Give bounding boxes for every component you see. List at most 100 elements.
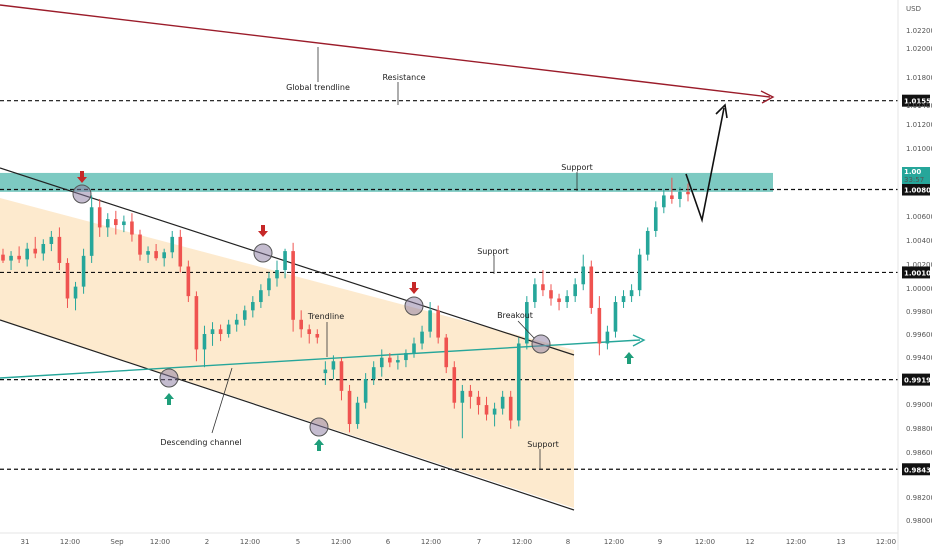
candle-body — [73, 286, 78, 299]
level-label: 1.00800 — [904, 187, 932, 195]
candle-body — [581, 266, 586, 285]
annotation-label: Descending channel — [160, 438, 241, 447]
candle-body — [452, 367, 457, 403]
candle-body — [218, 329, 223, 335]
candle-body — [420, 331, 424, 344]
candle-body — [516, 343, 521, 421]
candle-body — [678, 191, 682, 199]
level-label-box — [902, 463, 930, 476]
candle-body — [355, 402, 360, 425]
candle-body — [468, 390, 473, 397]
annotation-pointer — [211, 367, 233, 434]
candle-body — [573, 284, 577, 297]
y-tick-label: 1.02000 — [906, 45, 932, 53]
candle-body — [130, 221, 134, 235]
candle-body — [541, 284, 545, 291]
channel-lower-line — [0, 319, 575, 511]
y-tick-label: 1.00400 — [906, 237, 932, 245]
candle-body — [533, 284, 537, 303]
candle-body — [484, 405, 489, 415]
annotation-label: Support — [527, 440, 559, 449]
projection-arrow-icon — [715, 103, 728, 119]
candle-body — [404, 352, 408, 361]
x-tick-label: 8 — [566, 538, 570, 546]
currency-label: USD — [906, 5, 921, 13]
projection-path — [685, 107, 725, 224]
x-tick-label: 5 — [296, 538, 300, 546]
y-tick-label: 1.01800 — [906, 74, 932, 82]
candle-body — [146, 251, 150, 255]
candle-body — [251, 302, 255, 311]
y-tick-label: 1.01000 — [906, 145, 932, 153]
down-arrow-icon — [258, 225, 268, 237]
x-tick-label: 31 — [21, 538, 30, 546]
candle-body — [500, 396, 505, 409]
candle-body — [371, 367, 376, 380]
level-label-box — [902, 183, 930, 196]
touch-point-circle — [253, 243, 273, 263]
candle-body — [17, 255, 21, 260]
annotation-pointer — [517, 320, 535, 339]
candle-body — [283, 251, 287, 271]
annotation-label: Trendline — [307, 312, 344, 321]
candle-body — [396, 360, 400, 363]
annotation-label: Global trendline — [286, 83, 350, 92]
annotation-label: Support — [561, 163, 593, 172]
level-label: 1.01550 — [904, 98, 932, 106]
candle-body — [436, 310, 440, 338]
touch-point-circle — [309, 417, 329, 437]
candle-body — [379, 357, 384, 368]
candle-body — [33, 248, 38, 254]
candle-body — [589, 266, 594, 308]
candle-body — [549, 290, 553, 299]
current-price-countdown: 33:57 — [904, 176, 924, 184]
candle-body — [629, 290, 634, 297]
touch-point-circle — [531, 334, 551, 354]
candle-body — [605, 331, 610, 344]
candle-body — [653, 207, 658, 231]
candle-body — [331, 361, 336, 370]
candle-body — [267, 278, 271, 291]
candle-body — [637, 254, 642, 291]
y-tick-label: 1.00600 — [906, 213, 932, 221]
candle-body — [81, 255, 86, 287]
candle-body — [1, 254, 5, 261]
candle-body — [89, 207, 94, 256]
y-tick-label: 1.00200 — [906, 261, 932, 269]
level-label-box — [902, 266, 930, 279]
x-tick-label: 9 — [658, 538, 662, 546]
candle-body — [122, 221, 126, 226]
current-price-box — [902, 167, 930, 184]
candle-body — [170, 236, 175, 253]
trendline-arrow-icon — [632, 334, 646, 347]
candle-body — [291, 251, 295, 320]
candle-body — [645, 230, 650, 255]
candle-body — [105, 219, 110, 228]
candle-body — [307, 329, 312, 335]
candle-body — [476, 396, 481, 406]
y-tick-label: 1.01400 — [906, 102, 932, 110]
candle-body — [323, 369, 328, 374]
x-tick-label: 12:00 — [604, 538, 624, 546]
channel-upper-line — [0, 167, 575, 356]
x-tick-label: 12:00 — [876, 538, 896, 546]
x-tick-label: 7 — [477, 538, 481, 546]
x-tick-label: Sep — [110, 538, 124, 546]
candle-body — [226, 324, 231, 335]
up-arrow-icon — [624, 352, 634, 364]
annotation-label: Support — [477, 247, 509, 256]
candle-body — [388, 357, 392, 363]
y-tick-label: 1.01200 — [906, 121, 932, 129]
x-tick-label: 13 — [837, 538, 846, 546]
candle-body — [186, 266, 191, 297]
candle-body — [428, 310, 432, 332]
y-tick-label: 1.02200 — [906, 27, 932, 35]
x-tick-label: 12:00 — [60, 538, 80, 546]
x-tick-label: 12 — [746, 538, 755, 546]
candle-body — [97, 207, 102, 228]
candle-body — [49, 236, 54, 244]
